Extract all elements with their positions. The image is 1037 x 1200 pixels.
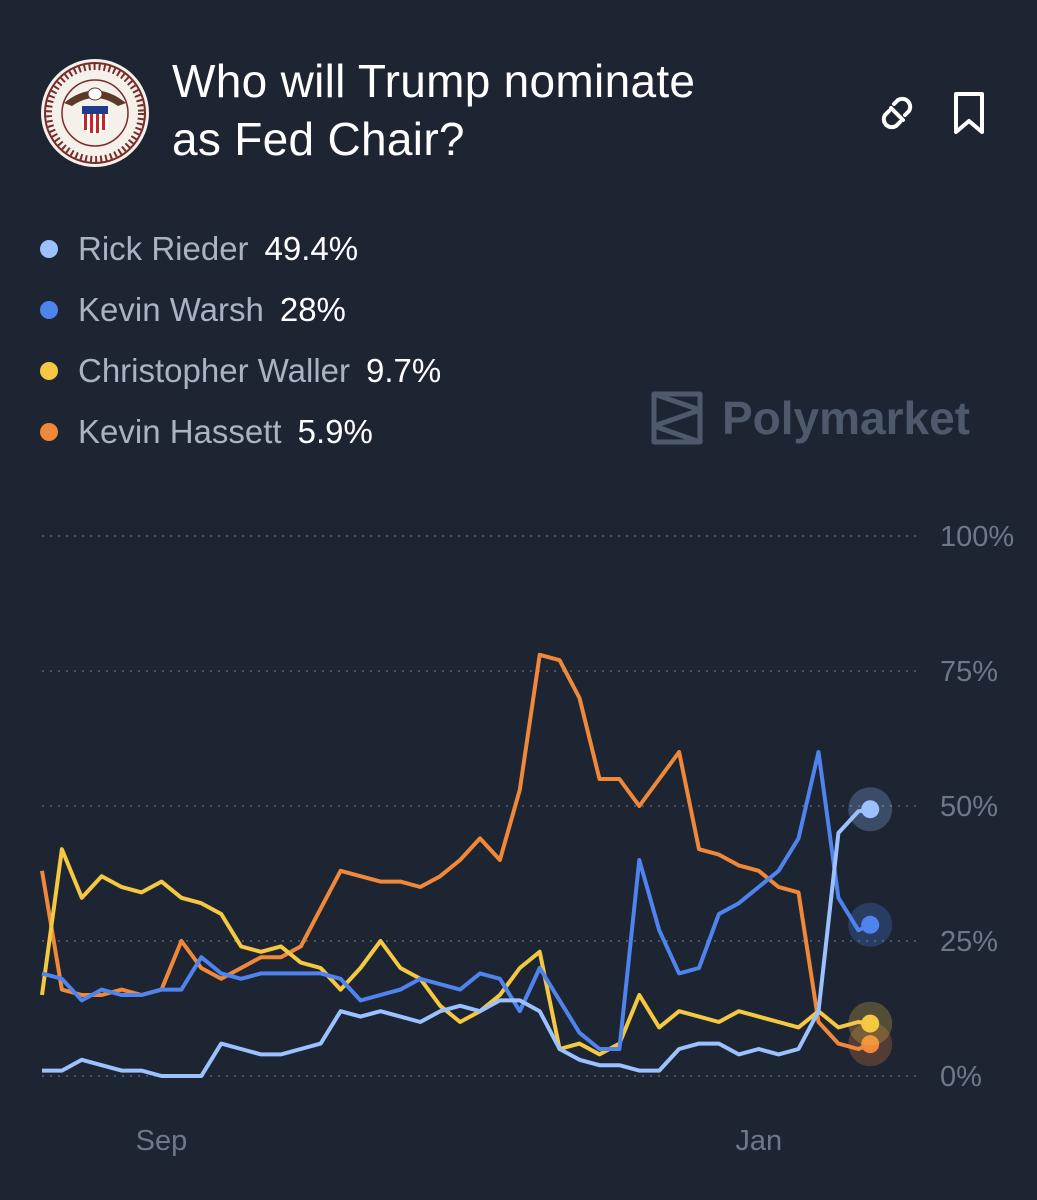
series-line-kevin-warsh <box>41 750 872 1051</box>
brand-name: Polymarket <box>722 392 971 444</box>
legend-item: Kevin Hassett 5.9% <box>40 401 441 462</box>
legend-dot <box>40 300 58 319</box>
chart-series <box>40 652 872 1078</box>
series-endpoints <box>848 787 893 1067</box>
legend-dot <box>40 361 58 380</box>
series-line-kevin-hassett <box>40 652 871 1051</box>
endpoint-dot <box>861 800 880 819</box>
polymarket-brand: Polymarket <box>650 388 970 448</box>
endpoint-dot <box>861 1014 880 1033</box>
page-title: Who will Trump nominate as Fed Chair? <box>172 52 812 168</box>
series-line-rick-rieder <box>42 807 871 1078</box>
y-tick-label: 0% <box>940 1061 982 1093</box>
legend-value: 49.4% <box>264 229 359 267</box>
y-axis-ticks: 100% 75% 50% 25% 0% <box>940 521 1014 1093</box>
legend-value: 9.7% <box>366 351 442 389</box>
y-tick-label: 25% <box>940 926 998 958</box>
legend-dot <box>40 239 58 258</box>
link-icon[interactable] <box>874 90 920 136</box>
legend-name: Christopher Waller <box>78 351 351 389</box>
legend-name: Kevin Hassett <box>78 412 282 450</box>
y-tick-label: 50% <box>940 791 998 823</box>
legend-item: Christopher Waller 9.7% <box>40 340 441 401</box>
legend-name: Kevin Warsh <box>78 290 264 328</box>
bookmark-icon[interactable] <box>946 90 992 136</box>
legend-item: Kevin Warsh 28% <box>40 279 441 340</box>
legend-dot <box>40 422 58 441</box>
series-line-christopher-waller <box>40 847 871 1057</box>
endpoint-dot <box>861 1035 880 1054</box>
x-tick-label: Jan <box>735 1125 782 1157</box>
x-tick-label: Sep <box>136 1125 188 1157</box>
legend-name: Rick Rieder <box>78 229 249 267</box>
title-line-2: as Fed Chair? <box>172 113 465 165</box>
legend-value: 5.9% <box>297 412 373 450</box>
legend-item: Rick Rieder 49.4% <box>40 218 441 279</box>
federal-reserve-seal-icon <box>41 59 149 167</box>
endpoint-dot <box>861 915 880 934</box>
chart-grid <box>42 535 918 1077</box>
y-tick-label: 75% <box>940 656 998 688</box>
legend: Rick Rieder 49.4% Kevin Warsh 28% Christ… <box>40 218 441 462</box>
legend-value: 28% <box>279 290 346 328</box>
polymarket-logo-icon <box>651 391 703 445</box>
x-axis-ticks: Sep Jan <box>136 1125 782 1157</box>
line-chart: 100% 75% 50% 25% 0% Sep Jan <box>40 521 1014 1157</box>
y-tick-label: 100% <box>940 521 1014 553</box>
header: Who will Trump nominate as Fed Chair? <box>40 52 1000 182</box>
title-line-1: Who will Trump nominate <box>172 55 696 107</box>
